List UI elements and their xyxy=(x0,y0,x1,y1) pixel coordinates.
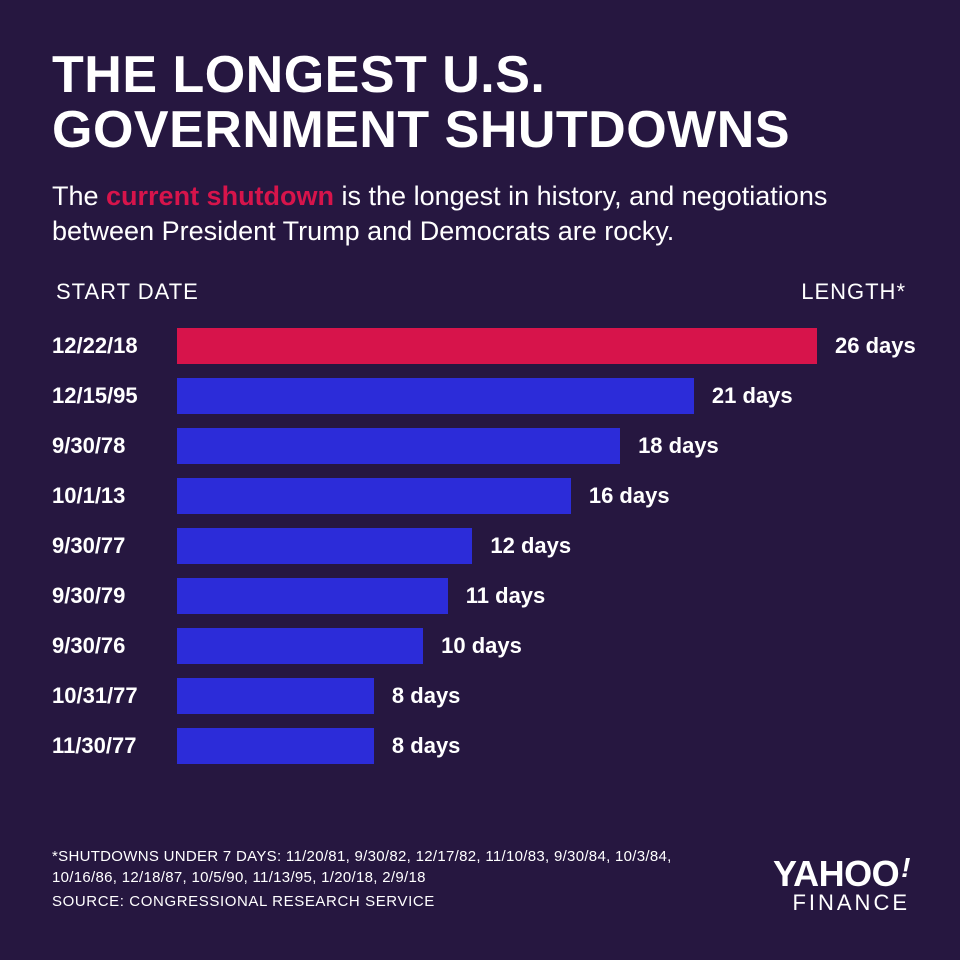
chart-rows: 12/22/1826 days 12/15/95 21 days 9/30/78 18 … xyxy=(52,321,908,771)
bar xyxy=(177,378,694,414)
bar xyxy=(177,428,620,464)
page-title: THE LONGEST U.S. GOVERNMENT SHUTDOWNS xyxy=(52,48,908,157)
logo-finance: FINANCE xyxy=(773,890,910,916)
chart-row: 9/30/76 10 days xyxy=(52,621,908,671)
logo-yahoo: YAHOO xyxy=(773,856,899,892)
row-date: 12/22/18 xyxy=(52,333,177,359)
bar-area: 8 days xyxy=(177,728,908,764)
header-length: LENGTH* xyxy=(801,279,906,305)
chart-row: 10/31/77 8 days xyxy=(52,671,908,721)
bar xyxy=(177,678,374,714)
bar xyxy=(177,478,571,514)
row-date: 9/30/77 xyxy=(52,533,177,559)
header-start-date: START DATE xyxy=(56,279,199,305)
chart-row: 12/15/95 21 days xyxy=(52,371,908,421)
row-value: 8 days xyxy=(392,733,461,759)
row-value: 11 days xyxy=(466,583,546,609)
subtitle-highlight: current shutdown xyxy=(106,181,334,211)
bar xyxy=(177,578,448,614)
logo-exclam-icon: ! xyxy=(901,854,910,882)
chart-row: 10/1/13 16 days xyxy=(52,471,908,521)
chart-row: 9/30/79 11 days xyxy=(52,571,908,621)
footnotes: *SHUTDOWNS UNDER 7 DAYS: 11/20/81, 9/30/… xyxy=(52,847,720,912)
row-date: 9/30/79 xyxy=(52,583,177,609)
source-text: SOURCE: CONGRESSIONAL RESEARCH SERVICE xyxy=(52,892,720,912)
bar-highlight xyxy=(177,328,817,364)
row-value: 26 days xyxy=(835,333,916,359)
bar xyxy=(177,728,374,764)
row-value: 10 days xyxy=(441,633,522,659)
chart-row: 11/30/77 8 days xyxy=(52,721,908,771)
row-date: 10/31/77 xyxy=(52,683,177,709)
bar-area: 18 days xyxy=(177,428,908,464)
bar-area: 26 days xyxy=(177,328,916,364)
row-date: 9/30/78 xyxy=(52,433,177,459)
chart-row: 12/22/1826 days xyxy=(52,321,908,371)
row-value: 16 days xyxy=(589,483,670,509)
bar-area: 16 days xyxy=(177,478,908,514)
bar-area: 8 days xyxy=(177,678,908,714)
bar xyxy=(177,628,423,664)
subtitle-before: The xyxy=(52,181,106,211)
bar-area: 11 days xyxy=(177,578,908,614)
row-value: 18 days xyxy=(638,433,719,459)
row-value: 8 days xyxy=(392,683,461,709)
subtitle: The current shutdown is the longest in h… xyxy=(52,179,908,249)
yahoo-finance-logo: YAHOO! FINANCE xyxy=(773,856,910,916)
chart-row: 9/30/77 12 days xyxy=(52,521,908,571)
bar-area: 21 days xyxy=(177,378,908,414)
row-date: 9/30/76 xyxy=(52,633,177,659)
row-value: 21 days xyxy=(712,383,793,409)
row-value: 12 days xyxy=(490,533,571,559)
row-date: 10/1/13 xyxy=(52,483,177,509)
row-date: 11/30/77 xyxy=(52,733,177,759)
row-date: 12/15/95 xyxy=(52,383,177,409)
chart-row: 9/30/78 18 days xyxy=(52,421,908,471)
bar xyxy=(177,528,472,564)
bar-area: 12 days xyxy=(177,528,908,564)
bar-chart: START DATE LENGTH* 12/22/1826 days12/15/… xyxy=(52,279,908,771)
chart-headers: START DATE LENGTH* xyxy=(52,279,908,305)
bar-area: 10 days xyxy=(177,628,908,664)
footnote-text: *SHUTDOWNS UNDER 7 DAYS: 11/20/81, 9/30/… xyxy=(52,847,720,888)
